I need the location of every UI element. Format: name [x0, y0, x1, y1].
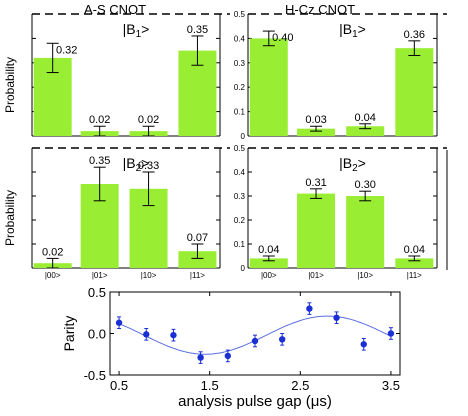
data-point	[360, 341, 367, 348]
category-label: |11>	[190, 271, 205, 280]
data-label: 0.03	[305, 114, 326, 126]
y-axis-label: Parity	[61, 316, 77, 352]
chart-parity: 0.5 1.5 2.5 3.5 -0.5 0.0 0.5 analysis pulse gap…	[61, 285, 401, 410]
bar	[297, 128, 336, 136]
y-tick-label: 0.3	[234, 192, 246, 201]
x-tick-label: 1.5	[201, 378, 219, 393]
data-label: 0.30	[354, 179, 375, 191]
data-label: 0.04	[258, 244, 279, 256]
data-point	[143, 331, 150, 338]
data-label: 0.02	[138, 114, 159, 126]
y-tick-label: 0.5	[234, 144, 246, 153]
bar	[395, 258, 434, 268]
y-tick-label: 0	[241, 132, 246, 141]
data-label: 0.02	[89, 114, 110, 126]
state-label: |B2>	[339, 155, 366, 174]
data-label: 0.35	[187, 24, 208, 36]
x-tick-label: 0.5	[110, 378, 128, 393]
y-tick-label: 0.2	[234, 83, 246, 92]
plot-frame	[109, 291, 401, 376]
data-label: 0.33	[138, 160, 159, 172]
state-label: |B1>	[339, 21, 366, 40]
data-label: 0.32	[56, 44, 77, 56]
bar	[346, 196, 385, 268]
chart-as-b2: Probability |B2> 0.02 |00> 0.35 |01> 0.33 |10> 0…	[3, 147, 230, 280]
data-label: 0.31	[305, 177, 326, 189]
data-point	[170, 331, 177, 339]
data-label: 0.04	[354, 112, 375, 124]
chart-as-b1: Probability |B1> 0.32 0.02 0.02 0.35	[3, 13, 230, 137]
y-tick-label: -0.5	[84, 368, 106, 383]
y-axis-label: Probability	[3, 57, 17, 113]
data-label: 0.02	[42, 246, 63, 258]
bar	[249, 258, 288, 268]
chart-hcz-b2: 0 0.1 0.2 0.3 0.4 0.5 |B2> 0.04 |00> 0.31 |01> 0.30…	[234, 144, 448, 280]
data-point	[115, 319, 123, 326]
category-label: |10>	[141, 271, 157, 280]
data-label: 0.35	[89, 155, 110, 167]
y-tick-label: 0.5	[234, 10, 246, 19]
y-tick-label: 0.1	[234, 240, 246, 249]
category-label: |00>	[261, 271, 277, 280]
data-point	[387, 330, 395, 337]
data-label: 0.36	[404, 29, 425, 41]
y-tick-label: 0.5	[88, 285, 106, 300]
data-label: 0.40	[272, 32, 293, 44]
data-point	[197, 354, 204, 361]
bar	[249, 38, 288, 136]
x-axis-label: analysis pulse gap (μs)	[178, 393, 332, 410]
bar	[297, 193, 336, 268]
data-label: 0.04	[404, 244, 425, 256]
category-label: |00>	[45, 271, 61, 280]
y-tick-label: 0.1	[234, 108, 246, 117]
data-point	[251, 337, 259, 345]
y-tick-label: 0.2	[234, 216, 246, 225]
bar	[395, 48, 434, 136]
y-axis-label: Probability	[3, 190, 17, 246]
x-tick-label: 3.5	[382, 378, 400, 393]
bar	[178, 251, 217, 268]
category-label: |10>	[357, 271, 373, 280]
y-tick-label: 0.0	[88, 327, 106, 342]
data-point	[306, 305, 313, 312]
data-point	[224, 352, 232, 360]
category-label: |01>	[308, 271, 324, 280]
y-tick-label: 0	[241, 264, 246, 273]
x-tick-label: 2.5	[291, 378, 309, 393]
data-label: 0.07	[187, 232, 208, 244]
chart-hcz-b1: 0 0.1 0.2 0.3 0.4 0.5 |B1> 0.40 0.03 0.04 0.36	[234, 10, 447, 141]
y-tick-label: 0.3	[234, 59, 246, 68]
state-label: |B1>	[123, 21, 150, 40]
data-point	[333, 314, 340, 321]
state-label: |B2>	[123, 155, 150, 174]
data-point	[278, 336, 286, 343]
category-label: |01>	[92, 271, 108, 280]
y-tick-label: 0.4	[234, 168, 246, 177]
y-tick-label: 0.4	[234, 34, 246, 43]
category-label: |11>	[407, 271, 422, 280]
bar	[346, 126, 385, 136]
